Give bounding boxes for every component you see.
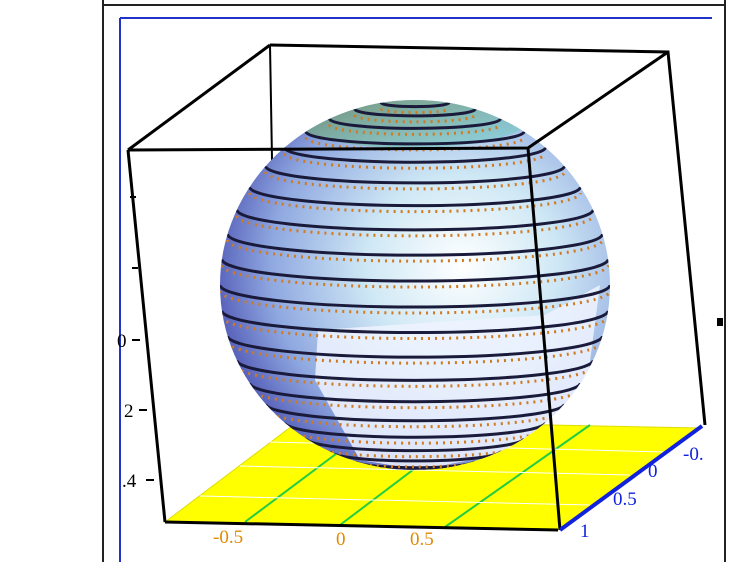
left-axis-label: .4 [122, 471, 137, 492]
stripe [220, 290, 610, 315]
stripe [220, 310, 610, 335]
stripe [283, 422, 547, 439]
stripe [328, 118, 502, 130]
left-ticks [130, 196, 154, 481]
stripe [220, 316, 610, 341]
stripe [226, 341, 604, 365]
resize-handle[interactable] [717, 318, 723, 326]
bottom-axis-label: 0 [336, 529, 346, 550]
stripe [220, 258, 610, 283]
stripe [248, 382, 582, 404]
stripe [235, 209, 595, 232]
right-axis-label: 0 [648, 461, 658, 482]
stripe [226, 335, 604, 359]
stripe [248, 388, 582, 410]
box-edge [164, 520, 559, 532]
stripe [248, 186, 582, 208]
right-axis-label: 0.5 [613, 489, 637, 510]
stripe [304, 131, 526, 146]
stripe [220, 264, 610, 289]
box-edge [127, 43, 271, 152]
box-edge [126, 149, 167, 523]
bottom-axis-label: -0.5 [213, 527, 243, 548]
left-axis-label: 0 [117, 331, 127, 352]
stripe [379, 101, 451, 109]
stripe [226, 239, 604, 263]
stripe [226, 233, 604, 257]
stripe [264, 165, 566, 185]
left-axis-label: 2 [124, 401, 134, 422]
right-axis-label: -0. [683, 444, 704, 465]
right-axis-label: 1 [580, 521, 590, 542]
axis-line [558, 424, 704, 532]
stripe [353, 108, 477, 118]
stripe [235, 359, 595, 382]
stripe [304, 437, 526, 453]
stripe [283, 147, 547, 164]
stripe [248, 192, 582, 214]
bottom-axis-label: 0.5 [410, 529, 434, 550]
stripe [264, 403, 566, 423]
box-edge [526, 147, 562, 531]
stripe [353, 114, 477, 124]
stripe [220, 284, 610, 309]
